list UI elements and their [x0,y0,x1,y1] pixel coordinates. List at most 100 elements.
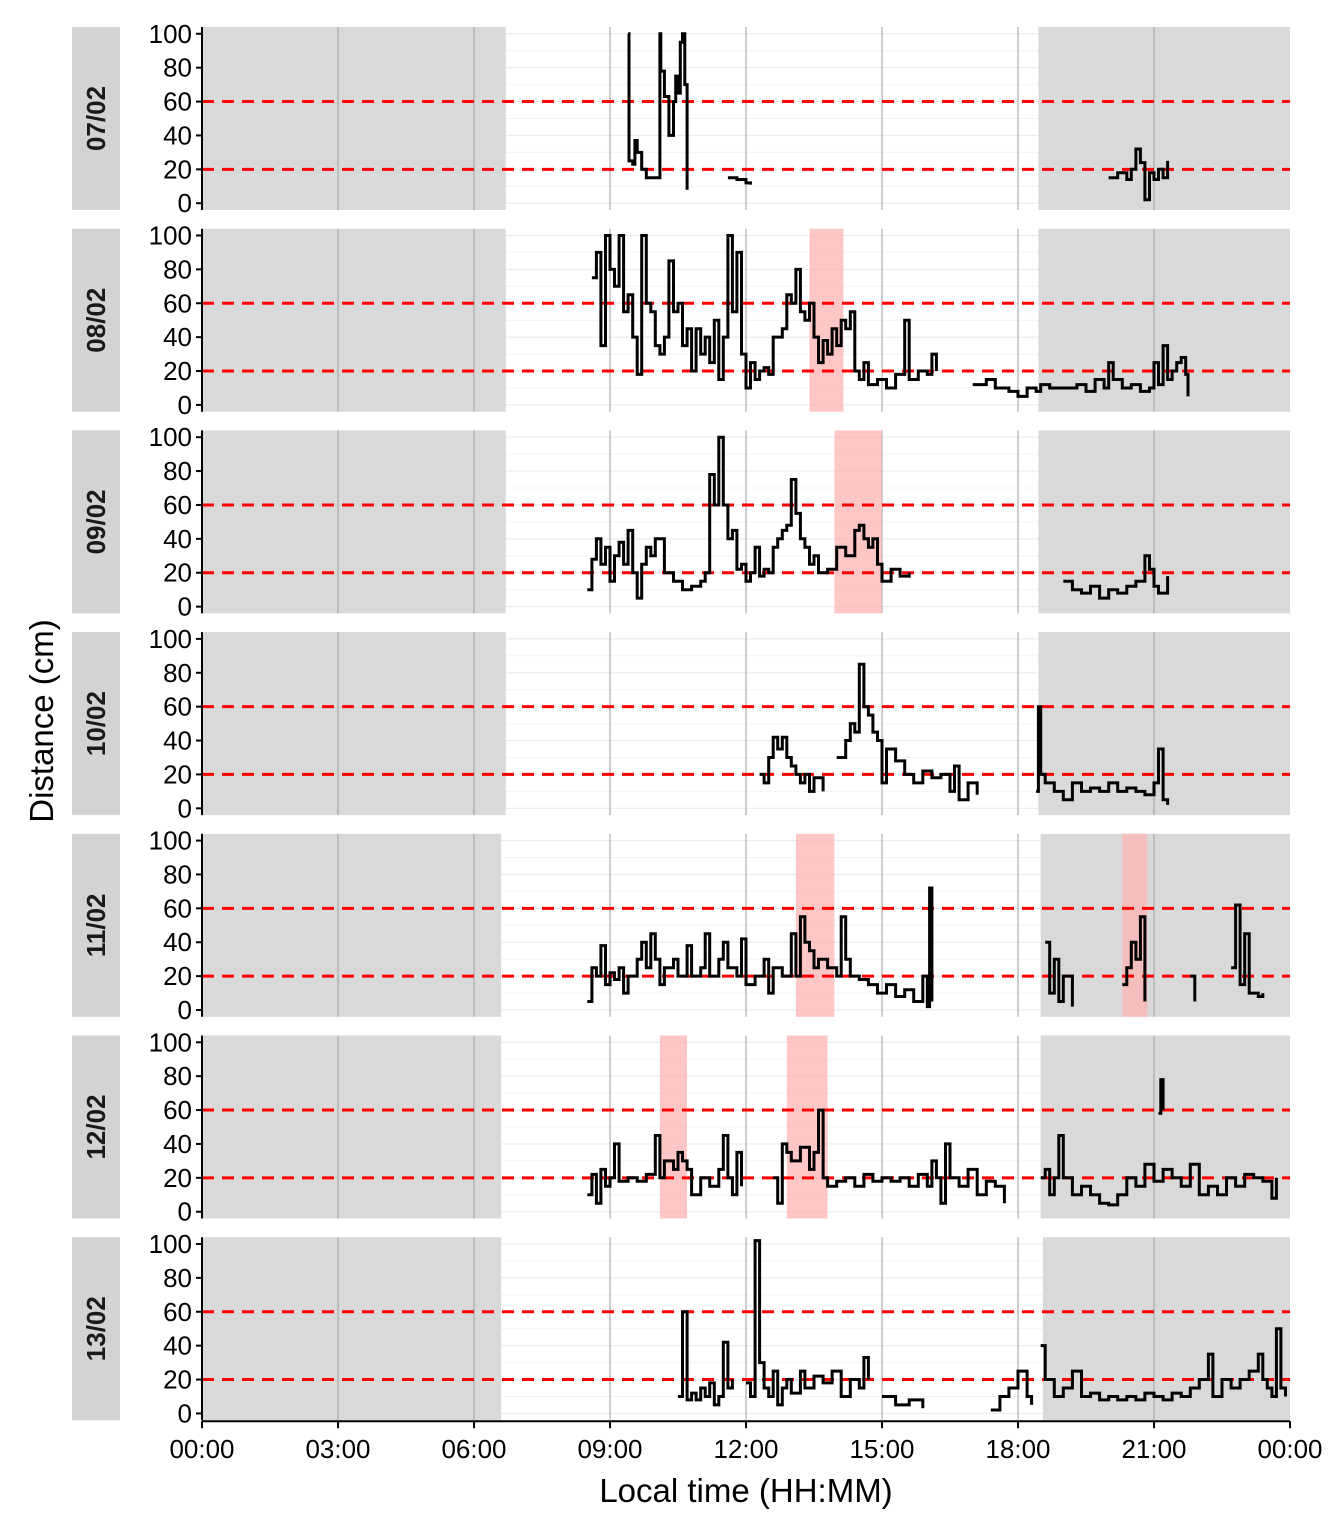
data-series [1040,1134,1278,1207]
y-tick-label: 0 [178,1197,192,1227]
x-tick-label: 00:00 [169,1434,234,1464]
x-tick-label: 03:00 [305,1434,370,1464]
y-tick-label: 60 [163,288,192,318]
y-tick-label: 40 [163,322,192,352]
x-tick-label: 18:00 [985,1434,1050,1464]
facet-strip-label: 09/02 [81,489,111,554]
data-series [836,662,979,802]
data-series [882,1395,925,1409]
panel: 08/02 0 20 40 60 80 100 [72,220,1290,420]
y-tick-label: 20 [163,558,192,588]
highlight-band [834,430,882,614]
data-series [591,234,938,390]
y-tick-label: 60 [163,893,192,923]
y-tick-label: 60 [163,692,192,722]
y-tick-label: 80 [163,1061,192,1091]
y-tick-label: 80 [163,658,192,688]
y-tick-label: 40 [163,1331,192,1361]
night-shading [202,1237,502,1421]
y-tick-label: 60 [163,1095,192,1125]
y-tick-label: 20 [163,759,192,789]
y-tick-label: 40 [163,524,192,554]
data-series [746,1239,870,1407]
night-shading [202,632,506,816]
y-tick-label: 100 [149,422,192,452]
data-series [1040,1327,1287,1402]
panel: 09/02 0 20 40 60 80 100 [72,422,1290,622]
y-tick-label: 100 [149,1027,192,1057]
data-series [1108,147,1170,202]
y-tick-label: 100 [149,826,192,856]
data-series [1063,554,1170,600]
y-tick-label: 60 [163,1297,192,1327]
y-tick-label: 20 [163,1365,192,1395]
facet-strip [72,1035,120,1219]
night-shading [1042,1237,1290,1421]
facet-strip-label: 12/02 [81,1094,111,1159]
facet-strip-label: 13/02 [81,1296,111,1361]
data-series [1045,940,1074,1007]
y-tick-label: 20 [163,154,192,184]
facet-strip-label: 10/02 [81,691,111,756]
data-series [678,1310,734,1407]
x-axis-title: Local time (HH:MM) [599,1472,892,1509]
data-series [587,886,934,1009]
panel: 12/02 0 20 40 60 80 100 [72,1027,1290,1227]
data-series [627,32,689,190]
data-series [1190,974,1197,1002]
night-shading [202,27,506,210]
night-shading [202,430,506,614]
y-tick-label: 40 [163,120,192,150]
facet-strip [72,632,120,816]
y-tick-label: 80 [163,53,192,83]
data-series [972,344,1190,398]
facet-strip [72,1237,120,1421]
data-series [587,435,911,600]
y-tick-label: 100 [149,220,192,250]
data-series [727,176,752,185]
highlight-band [659,1035,688,1219]
y-tick-label: 20 [163,356,192,386]
y-tick-label: 60 [163,87,192,117]
y-tick-label: 80 [163,859,192,889]
facet-strip [72,833,120,1017]
highlight-band [795,833,835,1017]
panel: 13/02 020 40 60 80 100 [72,1229,1290,1428]
x-tick-label: 15:00 [849,1434,914,1464]
x-tick-label: 12:00 [713,1434,778,1464]
y-tick-label: 80 [163,456,192,486]
x-tick-label: 09:00 [577,1434,642,1464]
night-shading [202,1035,502,1219]
y-tick-label: 20 [163,961,192,991]
y-tick-label: 20 [163,1163,192,1193]
facet-strip-label: 07/02 [81,86,111,151]
night-shading [1038,430,1290,614]
x-tick-label: 00:00 [1257,1434,1322,1464]
y-axis-title: Distance (cm) [23,619,60,823]
data-series [1158,1078,1165,1115]
highlight-band [786,1035,828,1219]
y-tick-label: 100 [149,1229,192,1259]
facet-strip [72,27,120,210]
x-tick-label: 06:00 [441,1434,506,1464]
night-shading [1038,27,1290,210]
y-tick-label: 0 [178,793,192,823]
data-series [587,1134,743,1205]
facet-strip [72,228,120,412]
facet-strip [72,430,120,614]
y-tick-label: 100 [149,19,192,49]
night-shading [1040,1035,1290,1219]
data-series [990,1369,1034,1412]
y-tick-label: 40 [163,1129,192,1159]
y-tick-label: 40 [163,726,192,756]
y-tick-label: 80 [163,1263,192,1293]
y-tick-label: 0 [178,1398,192,1428]
night-shading [202,228,506,412]
y-tick-label: 100 [149,624,192,654]
y-tick-label: 40 [163,927,192,957]
y-tick-label: 0 [178,390,192,420]
facet-strip-label: 08/02 [81,288,111,353]
